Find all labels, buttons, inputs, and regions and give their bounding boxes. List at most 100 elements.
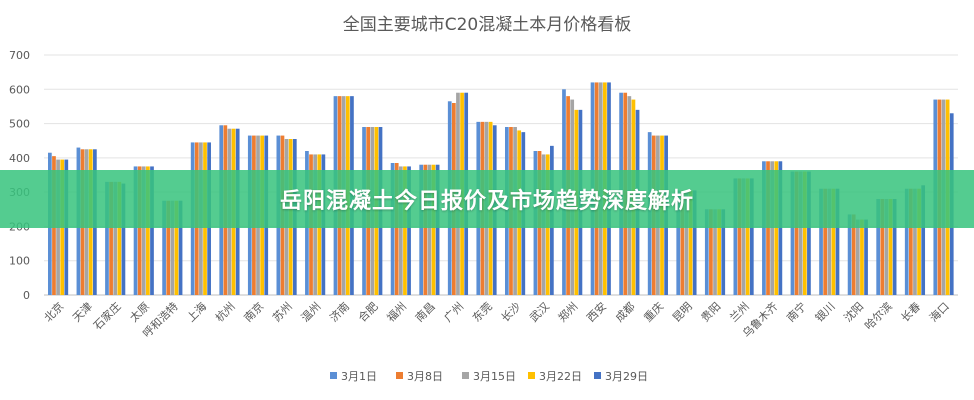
bar [178, 200, 183, 295]
bar [398, 166, 403, 295]
x-tick-label: 武汉 [527, 300, 552, 325]
x-tick-label: 上海 [184, 299, 209, 324]
bar [390, 163, 395, 295]
bar [137, 166, 142, 295]
bar [888, 199, 893, 295]
bar [745, 178, 750, 295]
bar [141, 166, 146, 295]
bar [174, 200, 179, 295]
x-tick-label: 海口 [926, 299, 951, 324]
bar [676, 190, 681, 295]
bar [847, 214, 852, 295]
x-tick-label: 东莞 [470, 300, 495, 325]
x-tick-label: 贵阳 [699, 300, 724, 325]
bar [921, 185, 926, 295]
bar [798, 171, 803, 295]
bar [749, 178, 754, 295]
bar [684, 190, 689, 295]
bar [407, 166, 411, 295]
x-tick-label: 西安 [584, 299, 609, 324]
bar [162, 200, 166, 295]
x-tick-label: 南京 [241, 299, 266, 324]
bar [819, 188, 823, 295]
bar [431, 164, 436, 295]
bar [105, 181, 109, 295]
x-tick-label: 昆明 [670, 300, 695, 325]
bar [688, 190, 693, 295]
bar [802, 171, 807, 295]
x-tick-label: 北京 [41, 299, 66, 324]
y-tick-label: 700 [9, 49, 30, 62]
bar [170, 200, 175, 295]
legend-swatch [528, 372, 535, 379]
x-tick-label: 杭州 [212, 299, 237, 324]
bar [778, 161, 783, 295]
bar [762, 161, 766, 295]
bar [835, 188, 840, 295]
bar [133, 166, 138, 295]
bar [790, 171, 795, 295]
bar [807, 171, 811, 295]
headline-text: 岳阳混凝土今日报价及市场趋势深度解析 [279, 189, 694, 214]
legend-label: 3月15日 [473, 370, 516, 383]
bar [794, 171, 799, 295]
y-tick-label: 500 [9, 118, 30, 131]
x-tick-label: 广州 [442, 300, 467, 325]
chart-title: 全国主要城市C20混凝土本月价格看板 [343, 15, 632, 35]
x-tick-label: 福州 [384, 299, 409, 324]
y-tick-label: 600 [9, 83, 30, 96]
legend-swatch [396, 372, 403, 379]
bar [741, 178, 746, 295]
bar [913, 188, 917, 295]
bar [680, 190, 685, 295]
x-tick-label: 成都 [613, 300, 638, 325]
x-tick-label: 天津 [70, 300, 95, 325]
bar [166, 200, 171, 295]
bar [109, 181, 113, 295]
y-tick-label: 400 [9, 152, 30, 165]
x-tick-label: 银川 [812, 299, 837, 324]
bar [766, 161, 770, 295]
x-tick-label: 长沙 [499, 300, 524, 325]
x-tick-label: 南昌 [413, 300, 438, 325]
x-tick-label: 长春 [899, 300, 924, 325]
x-tick-label: 沈阳 [841, 299, 866, 324]
bar [117, 181, 122, 295]
legend-label: 3月1日 [341, 370, 377, 383]
legend-swatch [330, 372, 337, 379]
bar [823, 188, 828, 295]
legend-swatch [594, 372, 601, 379]
bar [737, 178, 742, 295]
x-tick-label: 太原 [127, 300, 152, 325]
bar [904, 188, 909, 295]
bar [423, 164, 428, 295]
bar [419, 164, 424, 295]
bar [880, 199, 885, 295]
x-tick-label: 南宁 [784, 299, 809, 324]
bar [876, 199, 881, 295]
bar [403, 166, 407, 295]
legend-label: 3月22日 [539, 370, 582, 383]
bar [892, 199, 897, 295]
bar [709, 209, 713, 295]
bar [770, 161, 775, 295]
legend-label: 3月8日 [407, 370, 443, 383]
y-tick-label: 0 [23, 289, 30, 302]
bar [908, 188, 913, 295]
x-tick-label: 石家庄 [90, 299, 123, 332]
bar [704, 209, 709, 295]
bar [917, 188, 921, 295]
bar [717, 209, 721, 295]
bar [713, 209, 717, 295]
bar [394, 163, 399, 295]
x-tick-label: 郑州 [555, 299, 580, 324]
legend-swatch [462, 372, 469, 379]
bar [146, 166, 150, 295]
bar [831, 188, 836, 295]
x-tick-label: 温州 [299, 300, 324, 325]
bar [692, 190, 697, 295]
x-tick-label: 合肥 [355, 299, 380, 324]
bar [733, 178, 738, 295]
bar [860, 219, 864, 295]
bar [884, 199, 889, 295]
